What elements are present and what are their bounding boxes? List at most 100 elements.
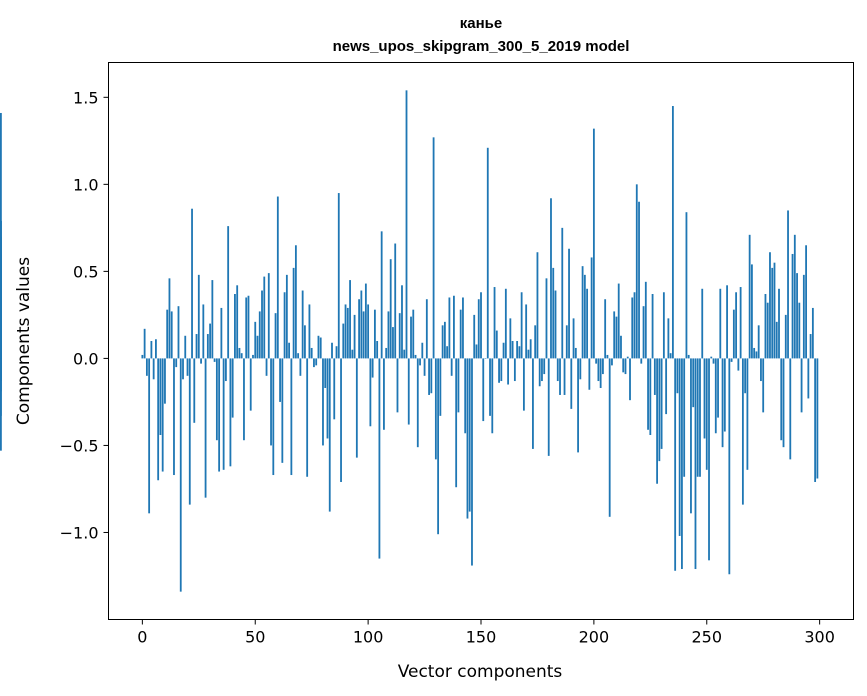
bar <box>595 358 598 364</box>
bar <box>694 358 697 570</box>
bar <box>534 325 537 359</box>
bar <box>597 358 600 382</box>
bar <box>590 257 593 359</box>
bar <box>459 309 462 359</box>
bar <box>371 358 374 378</box>
bar <box>730 358 733 362</box>
bar <box>678 358 681 536</box>
bar <box>290 358 293 476</box>
bar <box>443 321 446 359</box>
bar <box>561 227 564 359</box>
y-tick-label: −0.5 <box>60 436 99 455</box>
bar <box>419 358 421 366</box>
bar <box>755 351 758 359</box>
bar <box>0 297 2 359</box>
bar <box>310 347 313 359</box>
bar <box>807 358 810 399</box>
bar <box>202 304 205 359</box>
bar <box>254 321 257 359</box>
bar <box>204 358 207 498</box>
bar <box>793 234 796 359</box>
bar <box>620 335 622 359</box>
bar <box>550 198 552 359</box>
bar <box>292 267 295 359</box>
bar <box>498 358 500 383</box>
bar <box>247 295 250 359</box>
bar <box>392 327 394 359</box>
bar <box>317 335 320 359</box>
x-tick-label: 200 <box>579 628 610 647</box>
bar <box>538 358 541 387</box>
bar <box>766 302 769 359</box>
x-axis-label: Vector components <box>398 662 563 682</box>
bar <box>416 358 419 448</box>
bar <box>362 311 365 359</box>
bar <box>748 234 751 359</box>
bar <box>802 274 805 359</box>
bar <box>267 273 270 359</box>
bar <box>301 290 304 359</box>
bar <box>437 358 440 535</box>
bar <box>306 358 309 477</box>
bar <box>364 283 367 359</box>
bar <box>304 325 306 359</box>
bar <box>536 252 539 359</box>
bar <box>453 295 455 359</box>
bar <box>297 353 300 359</box>
bar <box>712 358 715 364</box>
bar <box>532 358 534 449</box>
x-tick-label: 100 <box>353 628 384 647</box>
bar <box>599 358 602 388</box>
bar <box>182 358 184 380</box>
bar <box>170 311 173 359</box>
bar <box>486 147 489 359</box>
bar <box>757 325 760 359</box>
bar <box>723 358 726 432</box>
bar <box>642 306 645 359</box>
bar <box>520 292 523 359</box>
bar <box>457 358 460 413</box>
bar <box>234 294 236 359</box>
bar <box>403 349 406 359</box>
bar <box>624 358 627 375</box>
bar <box>647 358 649 430</box>
bar <box>179 358 182 592</box>
bar <box>150 341 153 359</box>
bar <box>728 358 731 575</box>
bar <box>554 290 557 359</box>
bar <box>218 358 221 472</box>
bar <box>782 358 785 448</box>
bar <box>340 358 342 482</box>
bar <box>701 288 704 359</box>
bar <box>671 106 674 359</box>
bar <box>583 274 586 359</box>
bar <box>764 294 767 359</box>
bar <box>493 287 496 359</box>
x-axis-ticks: 0 50 100 150 200 250 300 <box>137 619 835 647</box>
bar <box>315 358 318 366</box>
bar <box>335 346 338 359</box>
bar <box>448 297 451 359</box>
bar <box>331 342 333 359</box>
bar <box>660 358 663 449</box>
bar <box>389 259 392 359</box>
bar <box>699 358 701 477</box>
bar <box>518 346 521 359</box>
bar <box>157 358 160 481</box>
bar <box>229 358 232 467</box>
bar <box>762 358 765 413</box>
bar <box>574 347 577 359</box>
bar <box>522 358 525 411</box>
bar <box>270 358 272 446</box>
bar <box>159 358 162 435</box>
bar <box>385 347 388 359</box>
x-tick-label: 300 <box>804 628 835 647</box>
bar <box>559 358 561 395</box>
bar <box>468 358 471 512</box>
bar <box>669 353 672 359</box>
bar <box>746 358 749 470</box>
bar <box>425 299 428 359</box>
bar <box>604 299 607 359</box>
bar <box>491 358 494 434</box>
bar <box>351 349 354 359</box>
